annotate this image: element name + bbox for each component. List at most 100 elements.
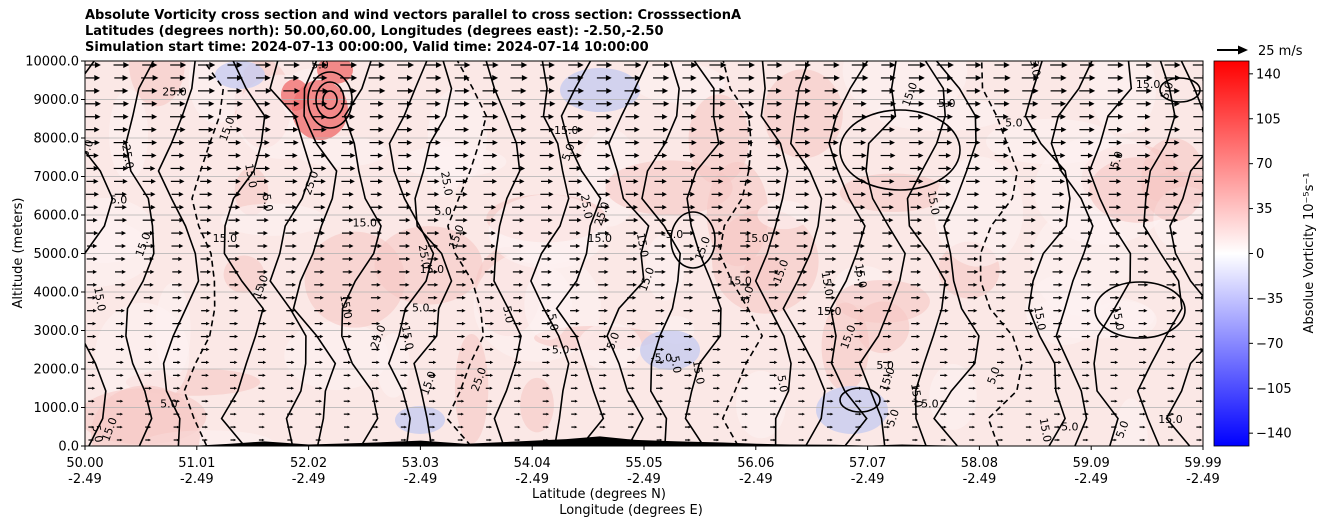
wind-vector-head xyxy=(974,204,979,210)
wind-vector-head xyxy=(463,113,469,120)
contour-label: 15.0 xyxy=(213,232,238,245)
wind-vector-head xyxy=(91,425,95,429)
wind-vector-head xyxy=(1088,100,1095,107)
wind-vector-head xyxy=(632,308,637,313)
wind-vector-head xyxy=(777,75,784,81)
wind-vector-head xyxy=(263,282,268,287)
contour-label: 15.0 xyxy=(744,232,769,245)
wind-vector-head xyxy=(433,347,437,352)
wind-vector-head xyxy=(319,334,324,339)
wind-vector-head xyxy=(803,230,809,236)
wind-vector-head xyxy=(264,217,269,223)
wind-vector-head xyxy=(377,243,382,249)
wind-vector-head xyxy=(1058,308,1063,313)
wind-vector-head xyxy=(1087,217,1093,223)
wind-vector-head xyxy=(745,412,748,416)
wind-vector-head xyxy=(745,386,749,390)
wind-vector-head xyxy=(120,386,124,390)
wind-vector-head xyxy=(404,360,409,365)
wind-vector-head xyxy=(319,321,324,326)
wind-vector-head xyxy=(574,399,578,403)
wind-vector-head xyxy=(93,152,99,159)
wind-vector-head xyxy=(1001,334,1006,339)
wind-vector-head xyxy=(659,425,663,429)
wind-vector-head xyxy=(234,334,239,339)
wind-vector-head xyxy=(1029,425,1032,429)
wind-vector-head xyxy=(1003,152,1009,159)
wind-vector-head xyxy=(576,230,581,236)
wind-vector-head xyxy=(946,217,951,223)
wind-vector-head xyxy=(888,282,893,287)
wind-vector-head xyxy=(293,62,300,68)
wind-vector-head xyxy=(889,256,894,262)
wind-vector-head xyxy=(860,282,865,287)
wind-vector-head xyxy=(1087,282,1092,287)
wind-vector-head xyxy=(832,256,837,262)
wind-vector-head xyxy=(1174,62,1181,68)
vorticity-patch-negative xyxy=(640,330,700,370)
wind-vector-head xyxy=(1200,347,1203,352)
wind-vector-head xyxy=(206,295,211,300)
wind-vector-head xyxy=(917,282,922,287)
wind-vector-head xyxy=(975,165,981,171)
wind-vector-head xyxy=(1001,386,1005,390)
wind-vector-head xyxy=(917,126,924,133)
wind-vector-head xyxy=(1061,126,1067,133)
wind-vector-head xyxy=(832,178,838,184)
wind-vector-head xyxy=(972,360,977,365)
wind-vector-head xyxy=(833,152,839,159)
wind-vector-head xyxy=(688,386,692,390)
wind-vector-head xyxy=(180,62,187,68)
wind-vector-head xyxy=(717,334,721,339)
wind-vector-head xyxy=(265,165,271,171)
wind-vector-head xyxy=(1003,100,1010,107)
wind-vector-head xyxy=(319,360,323,365)
wind-vector-head xyxy=(575,269,580,274)
wind-vector-head xyxy=(1143,321,1148,326)
wind-vector-head xyxy=(717,308,722,313)
wind-vector-head xyxy=(377,230,382,236)
wind-vector-head xyxy=(1089,87,1096,94)
contour-loop xyxy=(839,109,961,191)
wind-vector-head xyxy=(575,243,581,249)
wind-vector-head xyxy=(148,412,152,416)
wind-vector-head xyxy=(121,308,125,313)
wind-vector-head xyxy=(1089,126,1095,133)
wind-vector-head xyxy=(406,75,413,81)
wind-vector-head xyxy=(860,256,865,262)
wind-vector-head xyxy=(1144,269,1149,274)
wind-vector-head xyxy=(122,204,127,210)
wind-vector-head xyxy=(775,282,780,287)
wind-vector-head xyxy=(319,347,324,352)
wind-vector-head xyxy=(178,243,184,249)
wind-vector-head xyxy=(659,438,663,442)
wind-vector-head xyxy=(1031,126,1037,133)
wind-vector-head xyxy=(774,373,778,377)
wind-vector-head xyxy=(435,87,442,94)
wind-vector-head xyxy=(176,425,180,429)
vorticity-contours xyxy=(85,61,1203,446)
wind-vector-head xyxy=(1029,386,1033,390)
wind-vector-head xyxy=(858,438,862,442)
wind-vector-head xyxy=(576,152,582,159)
wind-vector-head xyxy=(1087,152,1094,159)
wind-vector-head xyxy=(1001,373,1005,377)
contour-label: 5.0 xyxy=(604,330,622,351)
wind-vector-head xyxy=(661,269,666,274)
wind-vector-head xyxy=(206,217,212,223)
wind-vector-head xyxy=(717,347,721,352)
wind-vector-head xyxy=(318,438,322,442)
wind-vector-head xyxy=(461,360,465,365)
wind-vector-head xyxy=(378,165,384,171)
wind-vector-head xyxy=(1200,334,1203,339)
wind-vector-head xyxy=(804,178,810,184)
wind-vector-head xyxy=(1086,386,1090,390)
wind-vector-head xyxy=(1117,62,1124,68)
wind-vector-head xyxy=(690,256,695,262)
wind-vector-head xyxy=(915,386,919,390)
wind-vector-head xyxy=(859,334,864,339)
wind-vector-head xyxy=(348,308,353,313)
wind-vector-head xyxy=(945,269,950,274)
wind-vector-head xyxy=(1114,438,1117,442)
wind-vector-head xyxy=(1173,113,1180,120)
